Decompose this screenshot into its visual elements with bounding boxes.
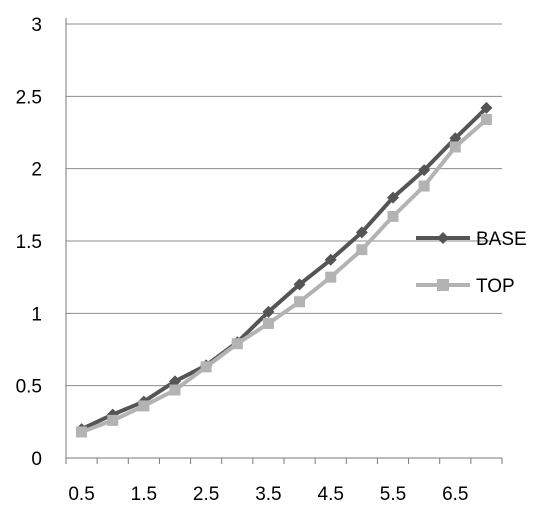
- y-tick-label: 0.5: [16, 377, 42, 398]
- data-point-top: [356, 244, 368, 256]
- x-tick-label: 2.5: [193, 484, 219, 505]
- data-point-top: [107, 414, 119, 426]
- x-tick-label: 1.5: [131, 484, 157, 505]
- data-point-base: [480, 101, 493, 114]
- data-point-base: [355, 226, 368, 239]
- legend-marker-top: [437, 279, 449, 291]
- data-point-base: [449, 132, 462, 145]
- x-tick-label: 0.5: [68, 484, 94, 505]
- y-axis-tick-labels: 0 0.5 1 1.5 2 2.5 3: [16, 15, 42, 470]
- y-tick-label: 0: [31, 449, 42, 470]
- data-point-top: [294, 296, 306, 308]
- data-point-top: [138, 400, 150, 412]
- data-point-top: [387, 210, 399, 222]
- x-tick-label: 3.5: [255, 484, 281, 505]
- axes: [65, 18, 503, 464]
- data-point-base: [293, 278, 306, 291]
- data-point-top: [169, 384, 181, 396]
- data-point-base: [387, 191, 399, 204]
- data-point-top: [76, 426, 88, 438]
- legend-label-base: BASE: [476, 229, 527, 250]
- y-tick-label: 1.5: [16, 232, 42, 253]
- data-point-top: [418, 180, 430, 192]
- data-point-top: [480, 113, 492, 125]
- data-point-top: [325, 271, 337, 283]
- data-point-top: [449, 141, 461, 153]
- series-line-base: [80, 106, 488, 431]
- legend-marker-base: [437, 232, 449, 244]
- series-group: [75, 101, 493, 438]
- legend-label-top: TOP: [476, 276, 515, 297]
- x-tick-label: 6.5: [442, 484, 468, 505]
- x-tick-label: 4.5: [318, 484, 344, 505]
- y-tick-label: 2: [31, 160, 42, 181]
- data-point-top: [231, 338, 243, 350]
- data-point-base: [169, 375, 181, 388]
- data-point-top: [200, 361, 212, 373]
- data-point-base: [324, 253, 337, 266]
- y-tick-label: 2.5: [16, 87, 42, 108]
- y-tick-label: 3: [31, 15, 42, 36]
- y-tick-label: 1: [31, 304, 42, 325]
- gridlines: [66, 23, 502, 387]
- x-axis-tick-labels: 0.5 1.5 2.5 3.5 4.5 5.5 6.5: [68, 484, 468, 505]
- legend: BASE TOP: [416, 229, 527, 297]
- data-point-base: [262, 305, 275, 318]
- data-point-base: [418, 164, 431, 177]
- data-point-top: [262, 317, 274, 329]
- x-tick-label: 5.5: [380, 484, 406, 505]
